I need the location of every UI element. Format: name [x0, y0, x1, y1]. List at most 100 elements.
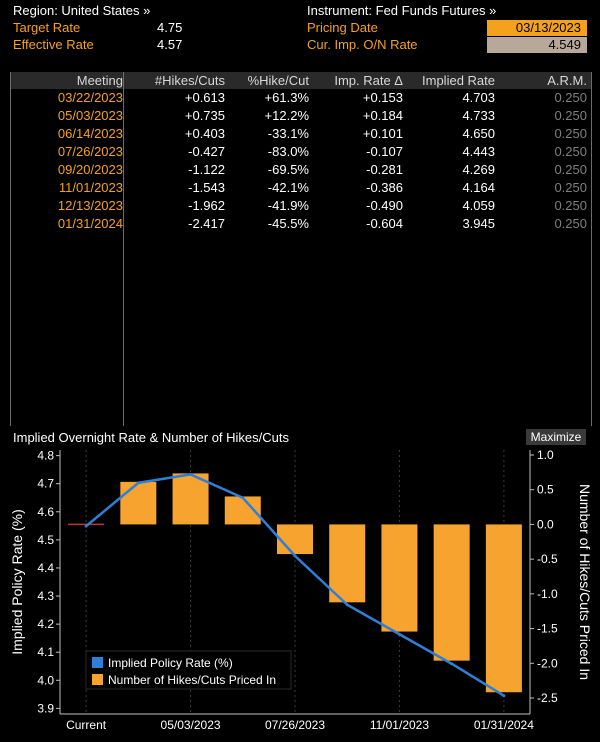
- bar: [381, 524, 418, 632]
- arm-value: 0.250: [554, 198, 587, 213]
- table-row[interactable]: 11/01/2023 -1.543 -42.1% -0.386 4.164 0.250: [11, 179, 591, 197]
- left-tick-label: 4.2: [37, 617, 54, 631]
- hikes-cuts-value: -1.962: [188, 198, 225, 213]
- meeting-date: 05/03/2023: [57, 108, 123, 123]
- right-tick-label: -1.5: [537, 622, 558, 636]
- left-tick-label: 3.9: [37, 701, 54, 715]
- table-header: Meeting #Hikes/Cuts %Hike/Cut Imp. Rate …: [11, 72, 591, 89]
- pricing-date-label: Pricing Date: [307, 20, 378, 35]
- table-row[interactable]: 06/14/2023 +0.403 -33.1% +0.101 4.650 0.250: [11, 125, 591, 143]
- line-point: [241, 496, 245, 500]
- x-tick-label: Current: [66, 718, 107, 732]
- header-panel: Region: United States » Instrument: Fed …: [0, 0, 600, 58]
- pct-hike-cut-value: +12.2%: [264, 108, 309, 123]
- table-row[interactable]: 03/22/2023 +0.613 +61.3% +0.153 4.703 0.250: [11, 89, 591, 107]
- imp-rate-delta-value: +0.184: [362, 108, 403, 123]
- col-imp-rate-delta-header[interactable]: Imp. Rate Δ: [334, 73, 403, 88]
- pricing-date-input[interactable]: 03/13/2023: [487, 20, 587, 36]
- bar: [172, 473, 209, 525]
- col-arm-header[interactable]: A.R.M.: [547, 73, 587, 88]
- imp-rate-delta-value: +0.153: [362, 90, 403, 105]
- implied-rate-value: 4.703: [462, 90, 495, 105]
- right-tick-label: 1.0: [537, 448, 554, 462]
- col-hikes-cuts-header[interactable]: #Hikes/Cuts: [154, 73, 225, 88]
- x-tick-label: 07/26/2023: [265, 718, 325, 732]
- right-tick-label: -1.0: [537, 587, 558, 601]
- legend-label: Implied Policy Rate (%): [108, 656, 233, 670]
- effective-rate-value: 4.57: [157, 37, 183, 52]
- right-axis-title: Number of Hikes/Cuts Priced In: [577, 484, 593, 680]
- imp-rate-delta-value: -0.604: [366, 216, 403, 231]
- bar: [433, 524, 470, 661]
- line-point: [84, 524, 88, 528]
- chart-area: Current 05/03/2023 07/26/2023 11/01/2023 01/…: [0, 446, 600, 739]
- pricing-date-value: 03/13/2023: [515, 20, 581, 35]
- implied-rate-value: 4.059: [462, 198, 495, 213]
- hikes-cuts-value: -1.543: [188, 180, 225, 195]
- line-point: [293, 554, 297, 558]
- effective-rate-label: Effective Rate: [13, 37, 94, 52]
- right-tick-label: -2.0: [537, 656, 558, 670]
- bar: [485, 524, 522, 693]
- arm-value: 0.250: [554, 126, 587, 141]
- bar: [329, 524, 366, 603]
- column-divider: [123, 72, 124, 426]
- table-row[interactable]: 07/26/2023 -0.427 -83.0% -0.107 4.443 0.250: [11, 143, 591, 161]
- hikes-cuts-value: +0.403: [184, 126, 225, 141]
- line-point: [345, 603, 349, 607]
- col-meeting-header[interactable]: Meeting: [76, 73, 123, 88]
- table-row[interactable]: 01/31/2024 -2.417 -45.5% -0.604 3.945 0.250: [11, 215, 591, 233]
- meeting-date: 12/13/2023: [57, 198, 123, 213]
- implied-rate-value: 4.164: [462, 180, 495, 195]
- table-row[interactable]: 09/20/2023 -1.122 -69.5% -0.281 4.269 0.250: [11, 161, 591, 179]
- maximize-button[interactable]: Maximize: [526, 429, 586, 445]
- instrument-selector[interactable]: Instrument: Fed Funds Futures »: [307, 3, 497, 18]
- meeting-date: 01/31/2024: [57, 216, 123, 231]
- imp-rate-delta-value: +0.101: [362, 126, 403, 141]
- left-tick-label: 4.6: [37, 505, 54, 519]
- line-point: [450, 662, 454, 666]
- cur-imp-rate-label: Cur. Imp. O/N Rate: [307, 37, 418, 52]
- x-tick-label: 11/01/2023: [370, 718, 429, 732]
- left-tick-label: 4.1: [37, 645, 54, 659]
- left-axis-title: Implied Policy Rate (%): [9, 509, 25, 655]
- right-tick-label: 0.5: [537, 483, 554, 497]
- arm-value: 0.250: [554, 162, 587, 177]
- imp-rate-delta-value: -0.107: [366, 144, 403, 159]
- left-tick-label: 4.0: [37, 673, 54, 687]
- line-point: [189, 472, 193, 476]
- table-row[interactable]: 12/13/2023 -1.962 -41.9% -0.490 4.059 0.250: [11, 197, 591, 215]
- meeting-date: 11/01/2023: [58, 180, 123, 195]
- line-point: [136, 481, 140, 485]
- col-implied-rate-header[interactable]: Implied Rate: [422, 73, 495, 88]
- meetings-table: Meeting #Hikes/Cuts %Hike/Cut Imp. Rate …: [10, 72, 592, 426]
- left-tick-label: 4.7: [37, 477, 54, 491]
- arm-value: 0.250: [554, 144, 587, 159]
- pct-hike-cut-value: -42.1%: [267, 180, 309, 195]
- line-point: [502, 694, 506, 698]
- pct-hike-cut-value: -41.9%: [267, 198, 309, 213]
- pct-hike-cut-value: +61.3%: [264, 90, 309, 105]
- bar: [120, 481, 157, 525]
- line-point: [397, 632, 401, 636]
- meeting-date: 03/22/2023: [57, 90, 123, 105]
- pct-hike-cut-value: -33.1%: [267, 126, 309, 141]
- meeting-date: 09/20/2023: [57, 162, 123, 177]
- region-selector[interactable]: Region: United States »: [13, 3, 151, 18]
- chart-legend: Implied Policy Rate (%) Number of Hikes/C…: [85, 650, 292, 690]
- pct-hike-cut-value: -45.5%: [267, 216, 309, 231]
- left-tick-label: 4.5: [37, 533, 54, 547]
- x-tick-label: 01/31/2024: [474, 718, 534, 732]
- hikes-cuts-value: +0.735: [184, 108, 225, 123]
- left-tick-label: 4.4: [37, 561, 54, 575]
- hikes-cuts-value: -0.427: [188, 144, 225, 159]
- arm-value: 0.250: [554, 90, 587, 105]
- chart-title: Implied Overnight Rate & Number of Hikes…: [13, 430, 289, 445]
- legend-swatch-bar: [92, 674, 103, 685]
- implied-rate-value: 3.945: [462, 216, 495, 231]
- implied-rate-value: 4.443: [462, 144, 495, 159]
- cur-imp-rate-field: 4.549: [487, 37, 587, 53]
- legend-swatch-line: [92, 657, 103, 668]
- table-row[interactable]: 05/03/2023 +0.735 +12.2% +0.184 4.733 0.250: [11, 107, 591, 125]
- col-pct-hike-cut-header[interactable]: %Hike/Cut: [247, 73, 309, 88]
